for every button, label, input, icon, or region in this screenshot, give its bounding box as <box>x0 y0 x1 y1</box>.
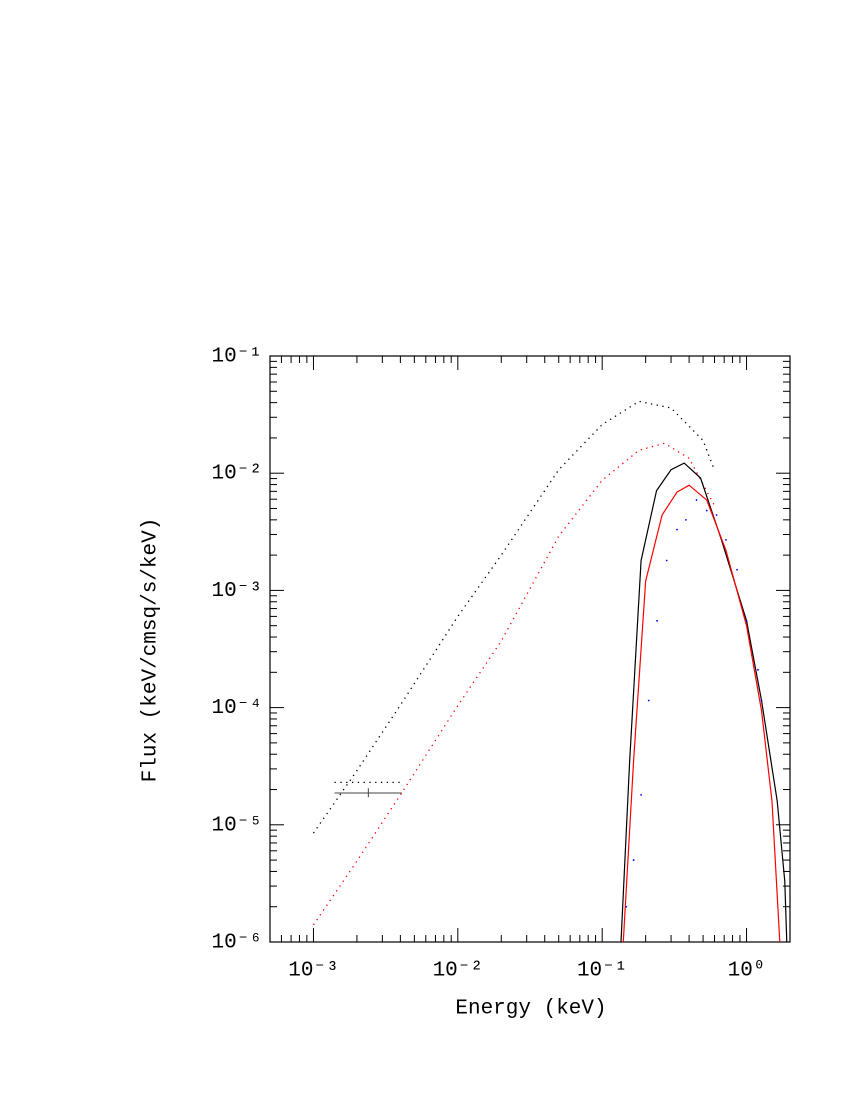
x-tick-label: 10⁰ <box>728 960 766 983</box>
data-point <box>715 514 718 516</box>
data-point <box>695 499 698 501</box>
x-tick-label: 10⁻² <box>433 960 483 983</box>
data-point <box>760 699 763 702</box>
data-point <box>625 905 628 908</box>
data-point <box>705 509 708 512</box>
y-tick-label: 10⁻¹ <box>212 346 262 369</box>
data-point <box>647 699 650 702</box>
y-tick-label: 10⁻³ <box>212 580 262 603</box>
model-dotted-line <box>312 400 716 834</box>
data-point <box>757 668 759 671</box>
data-point <box>665 559 668 562</box>
data-point <box>640 793 642 796</box>
y-tick-label: 10⁻⁵ <box>212 814 262 837</box>
model-dotted-line <box>312 442 716 926</box>
data-point <box>736 568 738 571</box>
data-point <box>684 518 687 521</box>
x-tick-label: 10⁻³ <box>288 960 338 983</box>
model-line <box>622 484 781 943</box>
model-line <box>620 462 788 943</box>
y-tick-label: 10⁻⁴ <box>212 697 262 720</box>
data-point <box>676 528 678 531</box>
y-tick-label: 10⁻² <box>212 463 262 486</box>
x-tick-label: 10⁻¹ <box>577 960 627 983</box>
plot-frame <box>269 355 791 943</box>
data-point <box>632 859 635 861</box>
y-tick-label: 10⁻⁶ <box>212 932 262 955</box>
x-axis-label: Energy (keV) <box>455 998 606 1021</box>
data-point <box>745 619 748 622</box>
data-point <box>725 538 727 541</box>
y-axis-label: Flux (keV/cmsq/s/keV) <box>140 518 163 783</box>
data-point <box>656 619 658 622</box>
